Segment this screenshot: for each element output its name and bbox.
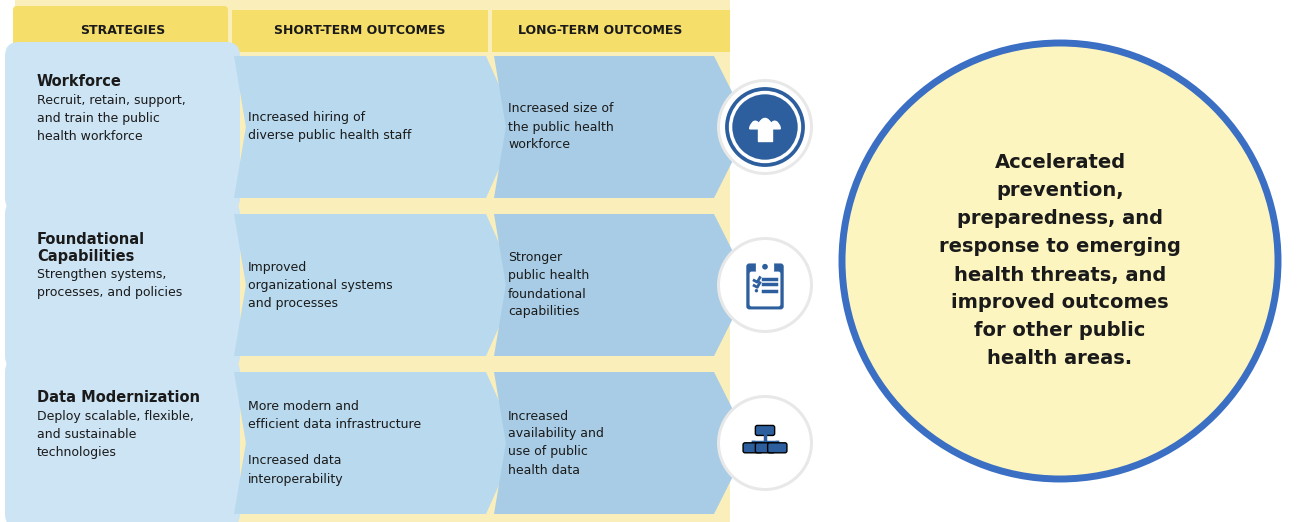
- Polygon shape: [769, 122, 780, 129]
- Text: Increased size of
the public health
workforce: Increased size of the public health work…: [508, 102, 613, 151]
- Text: Recruit, retain, support,
and train the public
health workforce: Recruit, retain, support, and train the …: [37, 94, 185, 143]
- Text: Workforce: Workforce: [37, 74, 121, 89]
- Text: Deploy scalable, flexible,
and sustainable
technologies: Deploy scalable, flexible, and sustainab…: [37, 410, 194, 459]
- Polygon shape: [234, 56, 518, 198]
- Bar: [492, 10, 729, 52]
- FancyBboxPatch shape: [5, 42, 240, 212]
- FancyBboxPatch shape: [756, 443, 775, 453]
- Circle shape: [752, 121, 760, 129]
- Text: LONG-TERM OUTCOMES: LONG-TERM OUTCOMES: [518, 25, 683, 38]
- Circle shape: [842, 43, 1278, 479]
- Circle shape: [723, 401, 806, 485]
- Text: Strengthen systems,
processes, and policies: Strengthen systems, processes, and polic…: [37, 268, 183, 299]
- FancyBboxPatch shape: [5, 200, 240, 370]
- Text: Increased hiring of
diverse public health staff: Increased hiring of diverse public healt…: [248, 112, 411, 143]
- Polygon shape: [495, 372, 750, 514]
- Text: Stronger
public health
foundational
capabilities: Stronger public health foundational capa…: [508, 252, 590, 318]
- Circle shape: [760, 118, 770, 128]
- Polygon shape: [750, 122, 761, 129]
- Circle shape: [716, 395, 813, 491]
- Text: STRATEGIES: STRATEGIES: [80, 25, 166, 38]
- Text: Increased
availability and
use of public
health data: Increased availability and use of public…: [508, 409, 604, 477]
- FancyBboxPatch shape: [746, 264, 784, 310]
- Circle shape: [770, 121, 779, 129]
- Circle shape: [720, 240, 810, 330]
- Circle shape: [754, 289, 758, 292]
- Polygon shape: [234, 214, 518, 356]
- Circle shape: [716, 79, 813, 175]
- Text: Data Modernization: Data Modernization: [37, 390, 200, 405]
- Polygon shape: [495, 214, 750, 356]
- Polygon shape: [234, 372, 518, 514]
- FancyBboxPatch shape: [749, 271, 780, 306]
- Polygon shape: [758, 120, 773, 128]
- FancyBboxPatch shape: [743, 443, 762, 453]
- Text: Foundational
Capabilities: Foundational Capabilities: [37, 232, 145, 265]
- FancyBboxPatch shape: [5, 358, 240, 522]
- FancyBboxPatch shape: [767, 443, 787, 453]
- FancyBboxPatch shape: [13, 6, 228, 56]
- Circle shape: [716, 237, 813, 333]
- Bar: [14, 0, 729, 522]
- Circle shape: [723, 85, 806, 169]
- Circle shape: [762, 264, 767, 269]
- Text: Improved
organizational systems
and processes: Improved organizational systems and proc…: [248, 260, 393, 310]
- Text: Accelerated
prevention,
preparedness, and
response to emerging
health threats, a: Accelerated prevention, preparedness, an…: [940, 153, 1181, 369]
- Circle shape: [720, 398, 810, 488]
- Polygon shape: [495, 56, 750, 198]
- Text: More modern and
efficient data infrastructure

Increased data
interoperability: More modern and efficient data infrastru…: [248, 400, 422, 485]
- Bar: [232, 10, 488, 52]
- Circle shape: [723, 243, 806, 327]
- Circle shape: [720, 82, 810, 172]
- Text: SHORT-TERM OUTCOMES: SHORT-TERM OUTCOMES: [274, 25, 446, 38]
- FancyBboxPatch shape: [756, 259, 774, 272]
- FancyBboxPatch shape: [756, 425, 775, 435]
